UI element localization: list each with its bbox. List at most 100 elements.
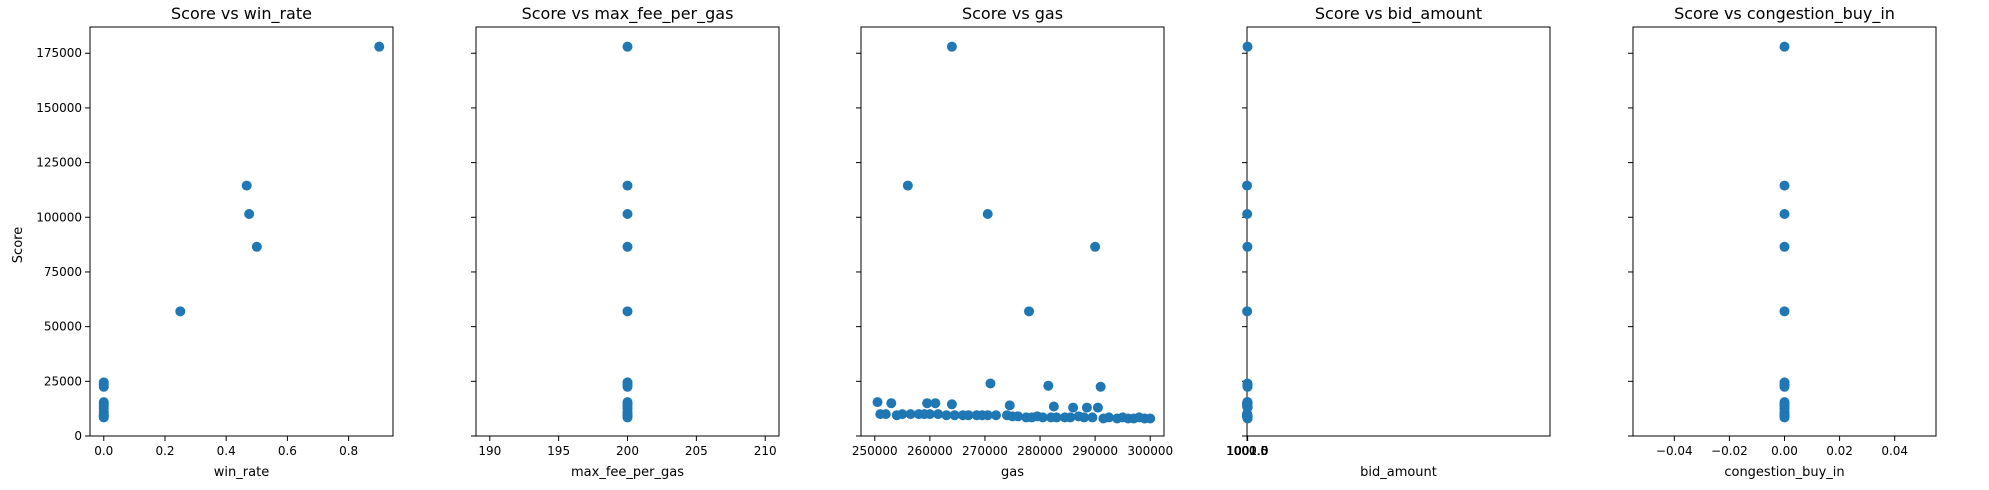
data-point-2-5: [622, 306, 633, 317]
data-point-5-2: [1779, 180, 1790, 191]
data-point-3-2: [902, 180, 913, 191]
x-tick-label-3-3: 270000: [962, 444, 1008, 458]
x-tick-label-3-5: 290000: [1072, 444, 1118, 458]
plot-frame-5: [1632, 26, 1937, 437]
data-point-4-3: [1242, 209, 1253, 220]
data-point-2-8: [622, 381, 633, 392]
plot-frame-4: [1246, 26, 1551, 437]
x-tick-label-5-2: −0.02: [1711, 444, 1748, 458]
x-tick-label-5-3: 0.00: [1771, 444, 1798, 458]
data-point-1-1: [374, 41, 385, 52]
data-point-3-10: [886, 398, 897, 409]
data-point-3-12: [930, 398, 941, 409]
data-point-5-5: [1779, 306, 1790, 317]
data-point-3-18: [1092, 402, 1103, 413]
x-axis-label-5: congestion_buy_in: [1724, 465, 1844, 480]
x-tick-label-3-4: 280000: [1017, 444, 1063, 458]
data-point-3-16: [1068, 402, 1079, 413]
data-point-2-3: [622, 209, 633, 220]
x-tick-label-4-3: 1001.0: [1226, 444, 1268, 458]
data-point-3-1: [946, 41, 957, 52]
data-point-4-4: [1242, 241, 1253, 252]
x-tick-label-1-2: 0.2: [155, 444, 174, 458]
x-axis-label-3: gas: [1001, 465, 1024, 480]
data-point-3-4: [1090, 241, 1101, 252]
chart-title-5: Score vs congestion_buy_in: [1674, 4, 1895, 24]
y-tick-label-5: 100000: [36, 210, 82, 224]
data-point-5-8: [1779, 381, 1790, 392]
x-tick-label-4-5: 1002.0: [1227, 444, 1269, 458]
plot-frame-1: [89, 26, 394, 437]
data-point-3-15: [1048, 401, 1059, 412]
data-point-1-5: [175, 306, 186, 317]
data-point-3-29: [949, 410, 960, 421]
data-point-2-17: [622, 412, 633, 423]
x-tick-label-5-4: 0.02: [1826, 444, 1853, 458]
x-tick-label-2-3: 200: [616, 444, 639, 458]
data-point-2-4: [622, 241, 633, 252]
x-tick-label-1-4: 0.6: [278, 444, 297, 458]
data-point-4-55: [1242, 411, 1253, 422]
data-point-3-8: [1095, 381, 1106, 392]
plot-frame-3: [860, 26, 1165, 437]
y-tick-label-4: 75000: [44, 265, 82, 279]
data-point-5-17: [1779, 412, 1790, 423]
chart-title-1: Score vs win_rate: [171, 4, 312, 24]
data-point-3-11: [922, 398, 933, 409]
y-tick-label-2: 25000: [44, 374, 82, 388]
data-point-1-17: [98, 412, 109, 423]
data-point-2-2: [622, 180, 633, 191]
data-point-3-38: [1013, 411, 1024, 422]
x-tick-label-2-5: 210: [754, 444, 777, 458]
x-tick-label-5-5: 0.04: [1881, 444, 1908, 458]
data-point-3-42: [1037, 412, 1048, 423]
data-point-3-58: [1145, 413, 1156, 424]
data-point-3-5: [1024, 306, 1035, 317]
x-tick-label-4-4: 1001.5: [1226, 444, 1268, 458]
data-point-1-3: [244, 209, 255, 220]
data-point-4-2: [1242, 180, 1253, 191]
data-point-5-4: [1779, 241, 1790, 252]
data-point-3-7: [1043, 380, 1054, 391]
data-point-4-5: [1242, 306, 1253, 317]
data-point-2-1: [622, 41, 633, 52]
data-point-3-51: [1103, 412, 1114, 423]
chart-title-3: Score vs gas: [962, 4, 1063, 23]
x-axis-label-2: max_fee_per_gas: [571, 465, 684, 480]
x-tick-label-3-1: 250000: [852, 444, 898, 458]
y-tick-label-8: 175000: [36, 46, 82, 60]
chart-title-4: Score vs bid_amount: [1315, 4, 1482, 24]
x-tick-label-2-4: 205: [685, 444, 708, 458]
x-tick-label-2-2: 195: [547, 444, 570, 458]
data-point-3-13: [946, 399, 957, 410]
data-point-5-1: [1779, 41, 1790, 52]
x-axis-label-4: bid_amount: [1360, 465, 1437, 480]
x-tick-label-4-1: 1000.0: [1226, 444, 1268, 458]
data-point-3-6: [985, 378, 996, 389]
data-point-1-4: [251, 241, 262, 252]
data-point-3-26: [924, 409, 935, 420]
plot-frame-2: [475, 26, 780, 437]
y-tick-label-1: 0: [74, 429, 82, 443]
y-tick-label-3: 50000: [44, 320, 82, 334]
data-point-3-28: [941, 410, 952, 421]
data-point-3-14: [1004, 400, 1015, 411]
data-point-4-9: [1242, 381, 1253, 392]
data-point-3-48: [1079, 412, 1090, 423]
x-axis-label-1: win_rate: [214, 465, 269, 480]
data-point-3-34: [982, 410, 993, 421]
data-point-4-20: [1242, 400, 1253, 411]
x-tick-label-3-6: 300000: [1127, 444, 1173, 458]
data-point-3-22: [897, 409, 908, 420]
data-point-3-49: [1087, 412, 1098, 423]
data-point-3-46: [1065, 412, 1076, 423]
data-point-3-44: [1051, 412, 1062, 423]
x-tick-label-1-5: 0.8: [339, 444, 358, 458]
chart-title-2: Score vs max_fee_per_gas: [522, 4, 734, 24]
data-point-1-2: [241, 180, 252, 191]
x-tick-label-5-1: −0.04: [1656, 444, 1693, 458]
data-point-3-23: [905, 409, 916, 420]
y-axis-label: Score: [11, 227, 26, 263]
data-point-4-1: [1242, 41, 1253, 52]
